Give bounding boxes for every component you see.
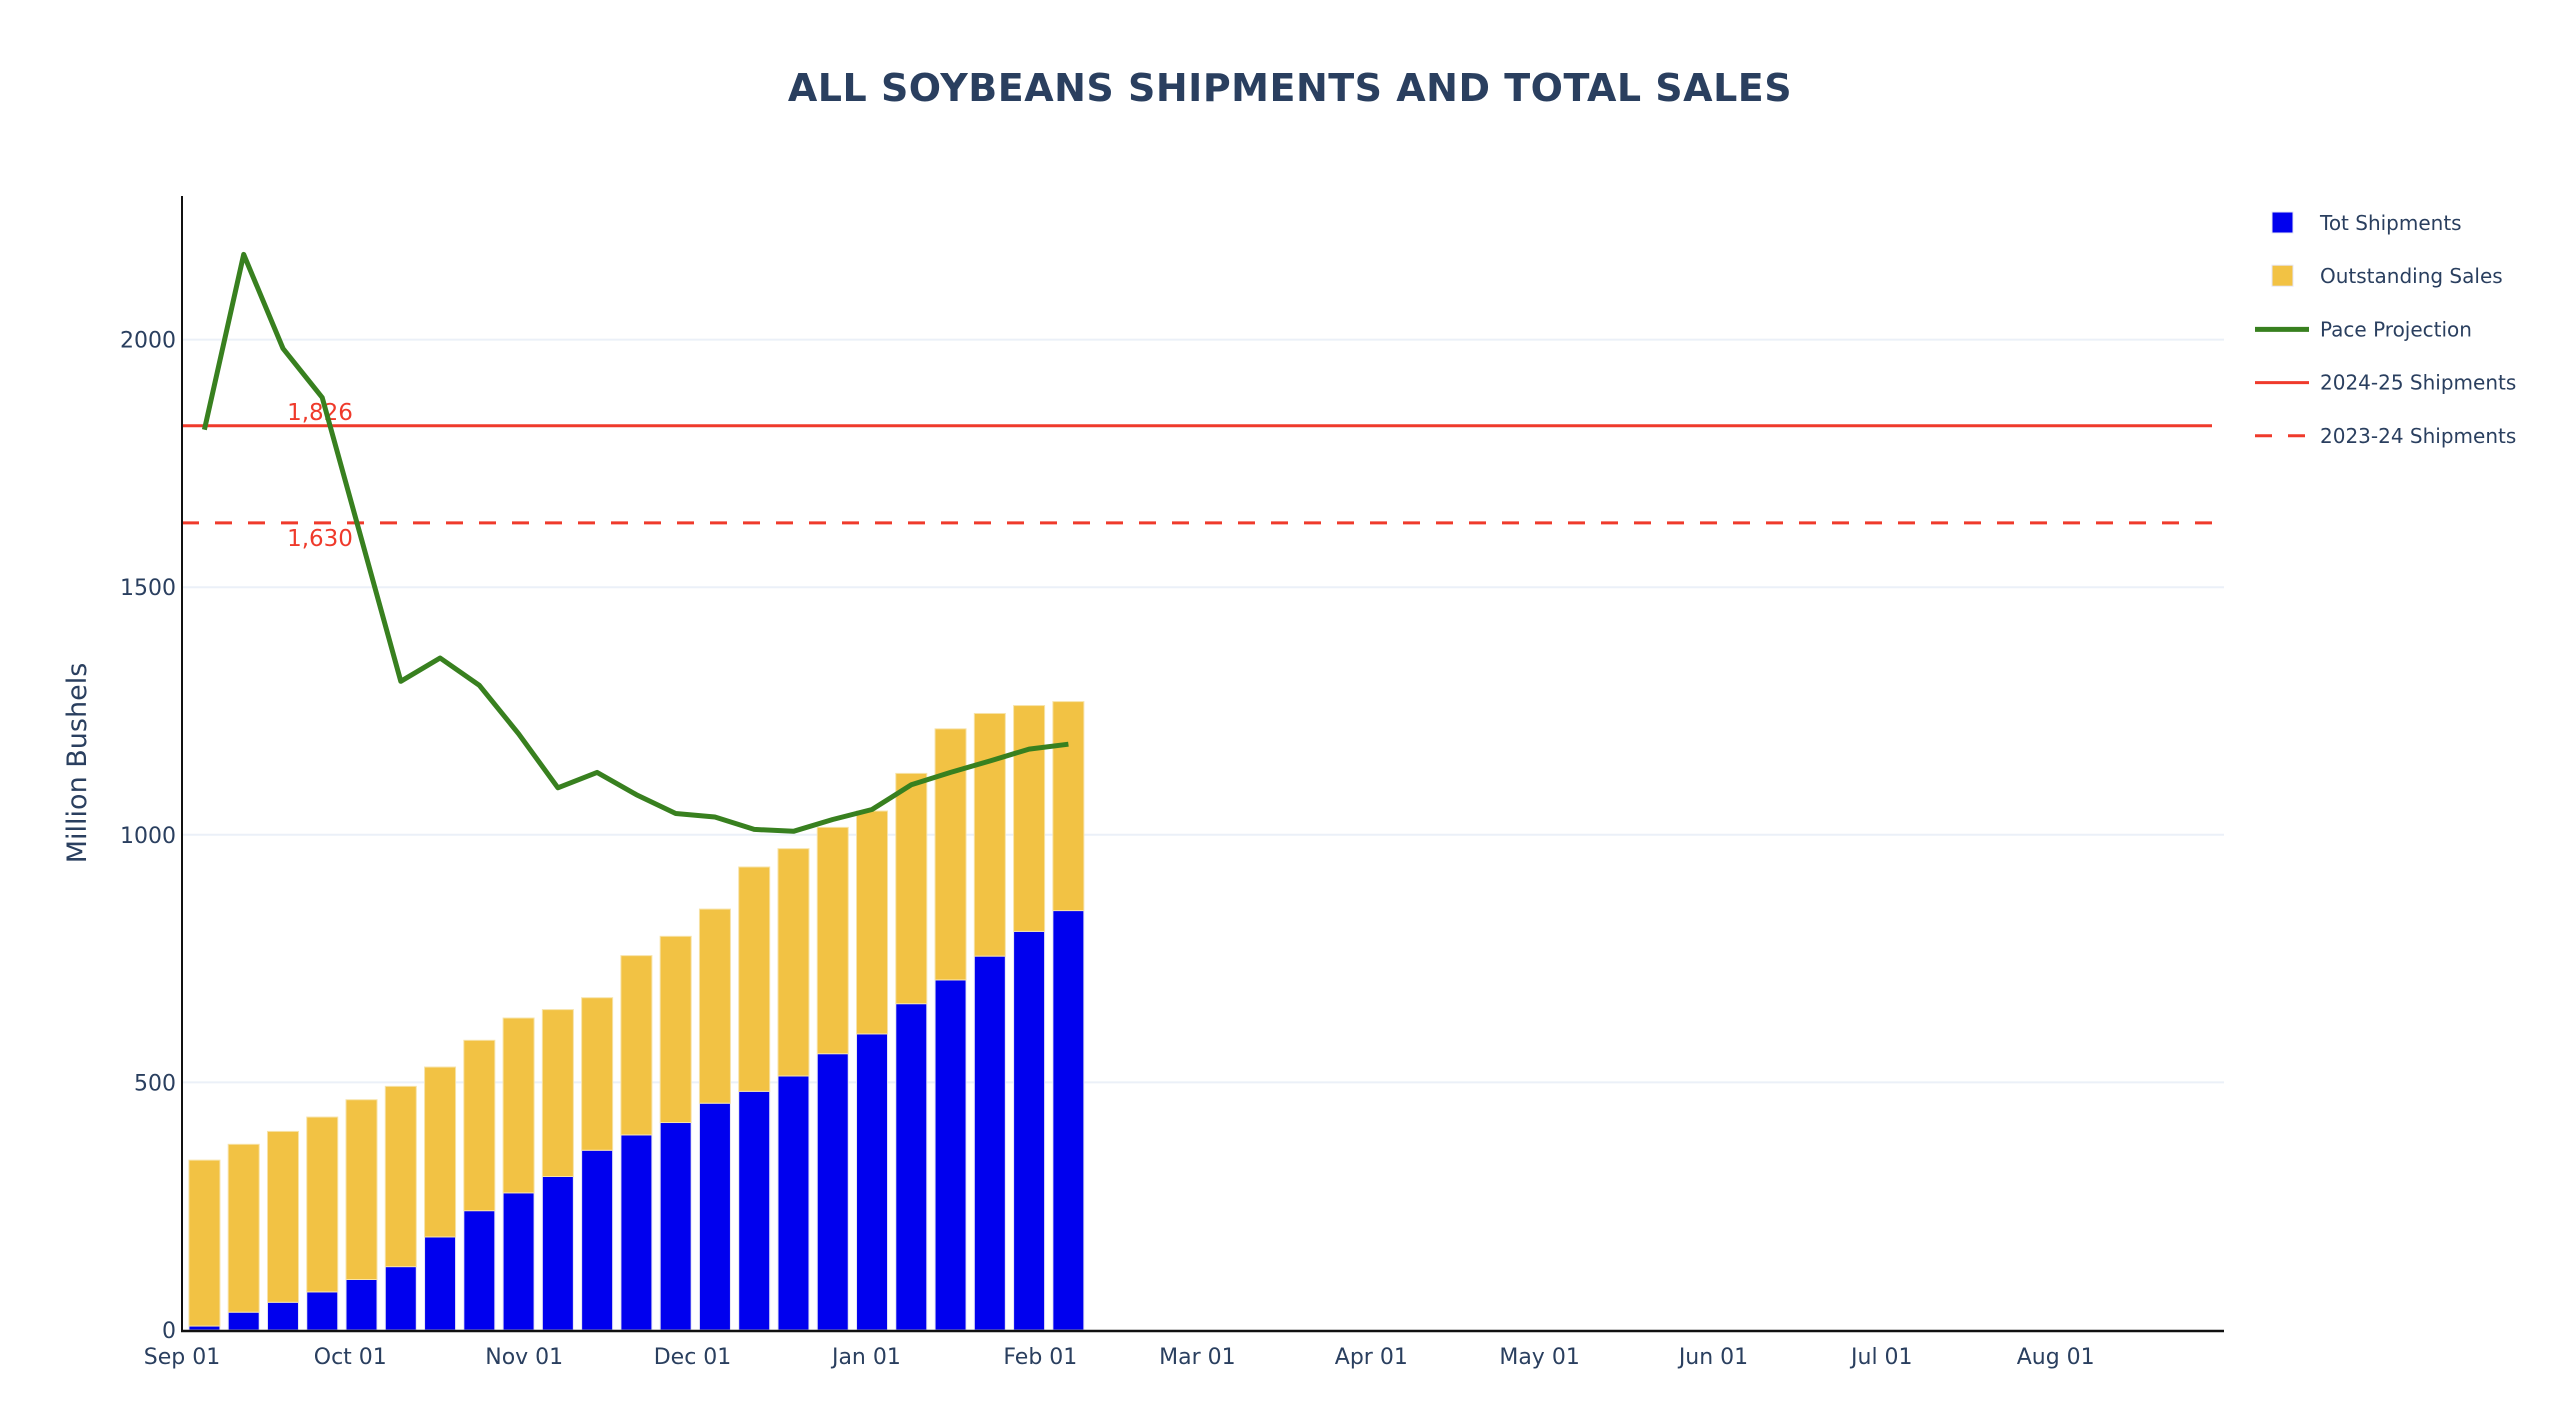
- bar-outstanding-sales: [384, 1085, 417, 1268]
- axes: 0 500 1000 1500 2000 Sep 01 Oct 01 Nov 01 Dec 01…: [62, 196, 2224, 1370]
- bar-tot-shipments: [973, 955, 1006, 1331]
- x-tick-label: Nov 01: [485, 1345, 563, 1370]
- legend: Tot Shipments Outstanding Sales Pace Proje…: [2255, 211, 2516, 448]
- bar-outstanding-sales: [973, 712, 1006, 957]
- x-tick-label: Dec 01: [654, 1345, 732, 1370]
- legend-label: 2023-24 Shipments: [2320, 424, 2516, 448]
- bar-tot-shipments: [384, 1266, 417, 1331]
- legend-item: Pace Projection: [2255, 317, 2472, 341]
- bar-outstanding-sales: [1013, 705, 1046, 932]
- y-tick-label: 0: [162, 1319, 176, 1344]
- x-tick-label: May 01: [1499, 1345, 1579, 1370]
- bar-outstanding-sales: [502, 1017, 535, 1194]
- y-axis-title: Million Bushels: [62, 663, 93, 864]
- legend-label: Pace Projection: [2320, 317, 2472, 341]
- legend-label: Tot Shipments: [2319, 211, 2462, 235]
- bar-tot-shipments: [738, 1090, 771, 1331]
- x-tick-label: Feb 01: [1003, 1345, 1077, 1370]
- bar-tot-shipments: [895, 1003, 928, 1331]
- x-tick-label: Apr 01: [1335, 1345, 1408, 1370]
- bars: [188, 701, 1085, 1331]
- x-tick-label: Aug 01: [2017, 1345, 2095, 1370]
- bar-tot-shipments: [306, 1291, 339, 1331]
- bar-outstanding-sales: [463, 1039, 496, 1212]
- bar-outstanding-sales: [698, 908, 731, 1104]
- bar-outstanding-sales: [620, 955, 653, 1136]
- bar-tot-shipments: [856, 1033, 889, 1331]
- gridlines: [182, 338, 2224, 1084]
- bar-outstanding-sales: [424, 1066, 457, 1238]
- bar-outstanding-sales: [856, 810, 889, 1035]
- bar-tot-shipments: [541, 1175, 574, 1331]
- x-tick-label: Oct 01: [314, 1345, 387, 1370]
- legend-item: 2023-24 Shipments: [2255, 424, 2516, 448]
- bar-outstanding-sales: [659, 935, 692, 1124]
- bar-outstanding-sales: [188, 1159, 221, 1327]
- legend-label: 2024-25 Shipments: [2320, 371, 2516, 395]
- bar-tot-shipments: [777, 1075, 810, 1331]
- bar-outstanding-sales: [934, 728, 967, 981]
- legend-item: Outstanding Sales: [2271, 264, 2503, 288]
- bar-outstanding-sales: [816, 826, 849, 1055]
- bar-tot-shipments: [816, 1053, 849, 1331]
- y-tick-label: 2000: [120, 329, 176, 354]
- bar-tot-shipments: [463, 1210, 496, 1331]
- bar-tot-shipments: [934, 979, 967, 1331]
- bar-outstanding-sales: [227, 1143, 260, 1313]
- bar-tot-shipments: [502, 1192, 535, 1331]
- bar-tot-shipments: [1052, 910, 1085, 1331]
- bar-outstanding-sales: [306, 1116, 339, 1293]
- bar-outstanding-sales: [1052, 701, 1085, 912]
- chart-title: ALL SOYBEANS SHIPMENTS AND TOTAL SALES: [787, 66, 1793, 110]
- legend-square-icon: [2271, 264, 2294, 287]
- bar-tot-shipments: [345, 1278, 378, 1331]
- y-tick-label: 1000: [120, 824, 176, 849]
- legend-label: Outstanding Sales: [2320, 264, 2503, 288]
- hline-value-label: 1,630: [287, 526, 353, 552]
- bar-tot-shipments: [188, 1325, 221, 1331]
- bar-outstanding-sales: [738, 866, 771, 1092]
- hline-value-label: 1,826: [287, 400, 353, 426]
- bar-outstanding-sales: [266, 1130, 299, 1303]
- bar-tot-shipments: [266, 1301, 299, 1331]
- bar-outstanding-sales: [541, 1009, 574, 1177]
- legend-square-icon: [2271, 211, 2294, 234]
- bar-tot-shipments: [659, 1122, 692, 1331]
- x-tick-label: Sep 01: [144, 1345, 220, 1370]
- bar-tot-shipments: [1013, 930, 1046, 1331]
- y-tick-label: 500: [134, 1071, 176, 1096]
- reference-lines: 1,826 1,630: [182, 400, 2212, 552]
- bar-tot-shipments: [424, 1236, 457, 1331]
- legend-item: 2024-25 Shipments: [2255, 371, 2516, 395]
- bar-outstanding-sales: [895, 772, 928, 1005]
- bar-outstanding-sales: [345, 1099, 378, 1280]
- bar-outstanding-sales: [581, 997, 614, 1151]
- bar-tot-shipments: [227, 1311, 260, 1331]
- x-tick-label: Jun 01: [1677, 1345, 1748, 1370]
- y-tick-label: 1500: [120, 576, 176, 601]
- bar-tot-shipments: [620, 1134, 653, 1331]
- bar-outstanding-sales: [777, 848, 810, 1077]
- x-tick-label: Jul 01: [1849, 1345, 1913, 1370]
- legend-item: Tot Shipments: [2271, 211, 2462, 235]
- bar-tot-shipments: [581, 1149, 614, 1331]
- x-tick-label: Mar 01: [1159, 1345, 1236, 1370]
- bar-tot-shipments: [698, 1102, 731, 1331]
- pace-line-layer: [201, 251, 1069, 834]
- x-tick-label: Jan 01: [830, 1345, 901, 1370]
